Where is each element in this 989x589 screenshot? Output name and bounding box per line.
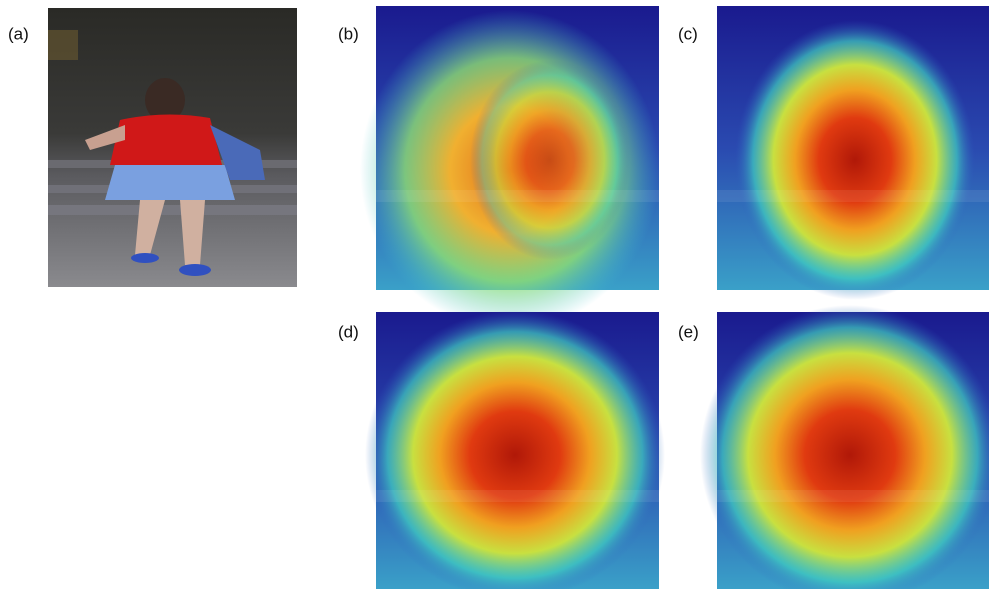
panel-label: (b): [338, 24, 359, 43]
panel-label: (a): [8, 24, 29, 43]
figure: (a) (b) (c) (d) (e): [0, 0, 989, 589]
heatmap: [717, 6, 989, 300]
panel-label: (e): [678, 322, 699, 341]
heatmap: [700, 305, 989, 589]
panel-label: (d): [338, 322, 359, 341]
heatmap: [365, 310, 665, 589]
panel-label: (c): [678, 24, 698, 43]
photo: [48, 8, 297, 287]
heatmap: [360, 6, 660, 330]
